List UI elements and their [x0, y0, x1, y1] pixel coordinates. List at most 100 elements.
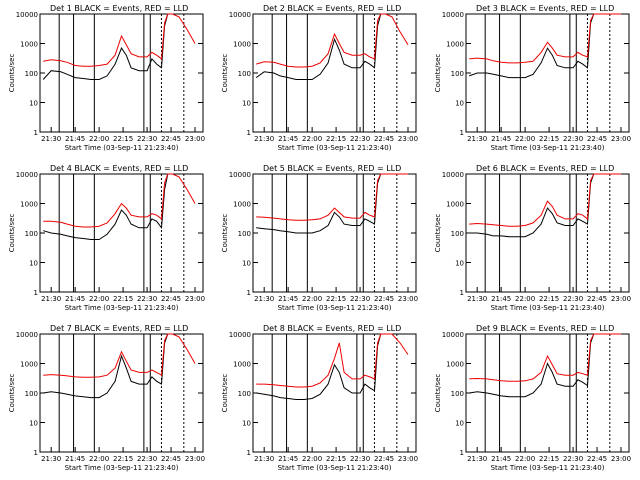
panel-title: Det 7 BLACK = Events, RED = LLD: [50, 324, 188, 333]
x-tick-label: 22:30: [563, 135, 583, 143]
x-tick-label: 21:30: [467, 295, 487, 303]
series-line-lld: [43, 333, 196, 378]
x-tick-label: 21:45: [65, 295, 85, 303]
y-tick-label: 1: [247, 449, 251, 457]
series-line-events: [43, 333, 195, 399]
y-tick-label: 1000: [446, 201, 464, 209]
plot-frame: [252, 13, 417, 133]
x-tick-label: 22:15: [113, 455, 133, 463]
y-tick-label: 10: [29, 420, 38, 428]
x-tick-label: 23:00: [185, 295, 205, 303]
y-tick-label: 1: [34, 449, 38, 457]
y-tick-label: 10000: [442, 171, 464, 179]
x-tick-label: 21:45: [278, 455, 298, 463]
plot-frame: [252, 333, 417, 453]
x-tick-label: 21:45: [65, 135, 85, 143]
y-axis-label: Counts/sec: [221, 54, 229, 93]
y-tick-label: 1000: [20, 201, 38, 209]
y-tick-label: 100: [238, 70, 251, 78]
x-tick-label: 22:45: [161, 135, 181, 143]
y-axis-label: Counts/sec: [8, 214, 16, 253]
y-tick-label: 10000: [229, 171, 251, 179]
x-tick-label: 23:00: [398, 455, 418, 463]
series-line-lld: [469, 333, 621, 382]
x-tick-label: 22:45: [374, 455, 394, 463]
x-tick-label: 22:45: [374, 135, 394, 143]
x-tick-label: 21:30: [254, 295, 274, 303]
y-tick-label: 10: [242, 420, 251, 428]
x-axis-label: Start Time (03-Sep-11 21:23:40): [278, 464, 392, 472]
x-tick-label: 22:15: [326, 295, 346, 303]
series-line-events: [42, 13, 195, 80]
x-tick-label: 22:30: [350, 455, 370, 463]
x-tick-label: 22:30: [137, 135, 157, 143]
x-axis-label: Start Time (03-Sep-11 21:23:40): [65, 304, 179, 312]
y-tick-label: 1: [34, 289, 38, 297]
panel-title: Det 3 BLACK = Events, RED = LLD: [476, 4, 614, 13]
y-axis-label: Counts/sec: [434, 54, 442, 93]
y-tick-label: 1000: [233, 361, 251, 369]
y-axis-label: Counts/sec: [434, 214, 442, 253]
x-tick-label: 21:45: [491, 455, 511, 463]
panel-det-6: Det 6 BLACK = Events, RED = LLD 1 10 100 100…: [434, 164, 631, 312]
x-axis-label: Start Time (03-Sep-11 21:23:40): [65, 144, 179, 152]
x-tick-label: 23:00: [398, 135, 418, 143]
y-tick-label: 100: [25, 390, 38, 398]
x-tick-label: 22:00: [302, 295, 322, 303]
y-tick-label: 1: [247, 289, 251, 297]
x-tick-label: 21:45: [65, 455, 85, 463]
x-tick-label: 21:30: [41, 135, 61, 143]
series-line-events: [469, 333, 621, 398]
x-tick-label: 22:30: [563, 455, 583, 463]
panel-det-9: Det 9 BLACK = Events, RED = LLD 1 10 100 100…: [434, 324, 631, 472]
plot-frame: [465, 13, 630, 133]
y-tick-label: 10: [29, 260, 38, 268]
panel-title: Det 4 BLACK = Events, RED = LLD: [50, 164, 188, 173]
panel-det-7: Det 7 BLACK = Events, RED = LLD 1 10 100 100…: [8, 324, 205, 472]
x-tick-label: 22:15: [539, 135, 559, 143]
y-tick-label: 1: [247, 129, 251, 137]
series-line-lld: [43, 173, 196, 228]
x-tick-label: 21:30: [254, 135, 274, 143]
y-axis-label: Counts/sec: [8, 374, 16, 413]
x-tick-label: 22:00: [515, 455, 535, 463]
y-tick-label: 100: [451, 390, 464, 398]
x-tick-label: 22:45: [161, 295, 181, 303]
y-axis-label: Counts/sec: [221, 214, 229, 253]
panel-title: Det 2 BLACK = Events, RED = LLD: [263, 4, 401, 13]
y-tick-label: 10: [242, 260, 251, 268]
x-tick-label: 21:30: [467, 135, 487, 143]
panel-det-8: Det 8 BLACK = Events, RED = LLD 1 10 100 100…: [221, 324, 418, 472]
y-tick-label: 100: [451, 230, 464, 238]
x-tick-label: 23:00: [398, 295, 418, 303]
x-tick-label: 23:00: [185, 135, 205, 143]
x-tick-label: 22:15: [113, 295, 133, 303]
x-tick-label: 22:15: [326, 455, 346, 463]
y-tick-label: 1: [460, 129, 464, 137]
x-tick-label: 22:00: [89, 295, 109, 303]
y-tick-label: 1: [460, 449, 464, 457]
y-tick-label: 1000: [20, 361, 38, 369]
y-tick-label: 1000: [446, 361, 464, 369]
y-tick-label: 10: [242, 100, 251, 108]
x-tick-label: 22:30: [563, 295, 583, 303]
y-tick-label: 10000: [442, 331, 464, 339]
x-tick-label: 21:30: [254, 455, 274, 463]
y-tick-label: 10: [455, 100, 464, 108]
x-tick-label: 23:00: [611, 295, 631, 303]
series-line-events: [255, 13, 408, 80]
x-tick-label: 22:30: [350, 135, 370, 143]
panel-det-2: Det 2 BLACK = Events, RED = LLD 1 10 100 100…: [221, 4, 418, 152]
x-axis-label: Start Time (03-Sep-11 21:23:40): [491, 304, 605, 312]
plot-frame: [465, 333, 630, 453]
y-axis-label: Counts/sec: [221, 374, 229, 413]
plot-frame: [465, 173, 630, 293]
panel-title: Det 9 BLACK = Events, RED = LLD: [476, 324, 614, 333]
panel-det-5: Det 5 BLACK = Events, RED = LLD 1 10 100 100…: [221, 164, 418, 312]
x-tick-label: 22:30: [350, 295, 370, 303]
y-axis-label: Counts/sec: [8, 54, 16, 93]
x-tick-label: 22:00: [515, 135, 535, 143]
plot-frame: [252, 173, 417, 293]
series-line-events: [256, 333, 408, 400]
x-tick-label: 22:45: [587, 295, 607, 303]
